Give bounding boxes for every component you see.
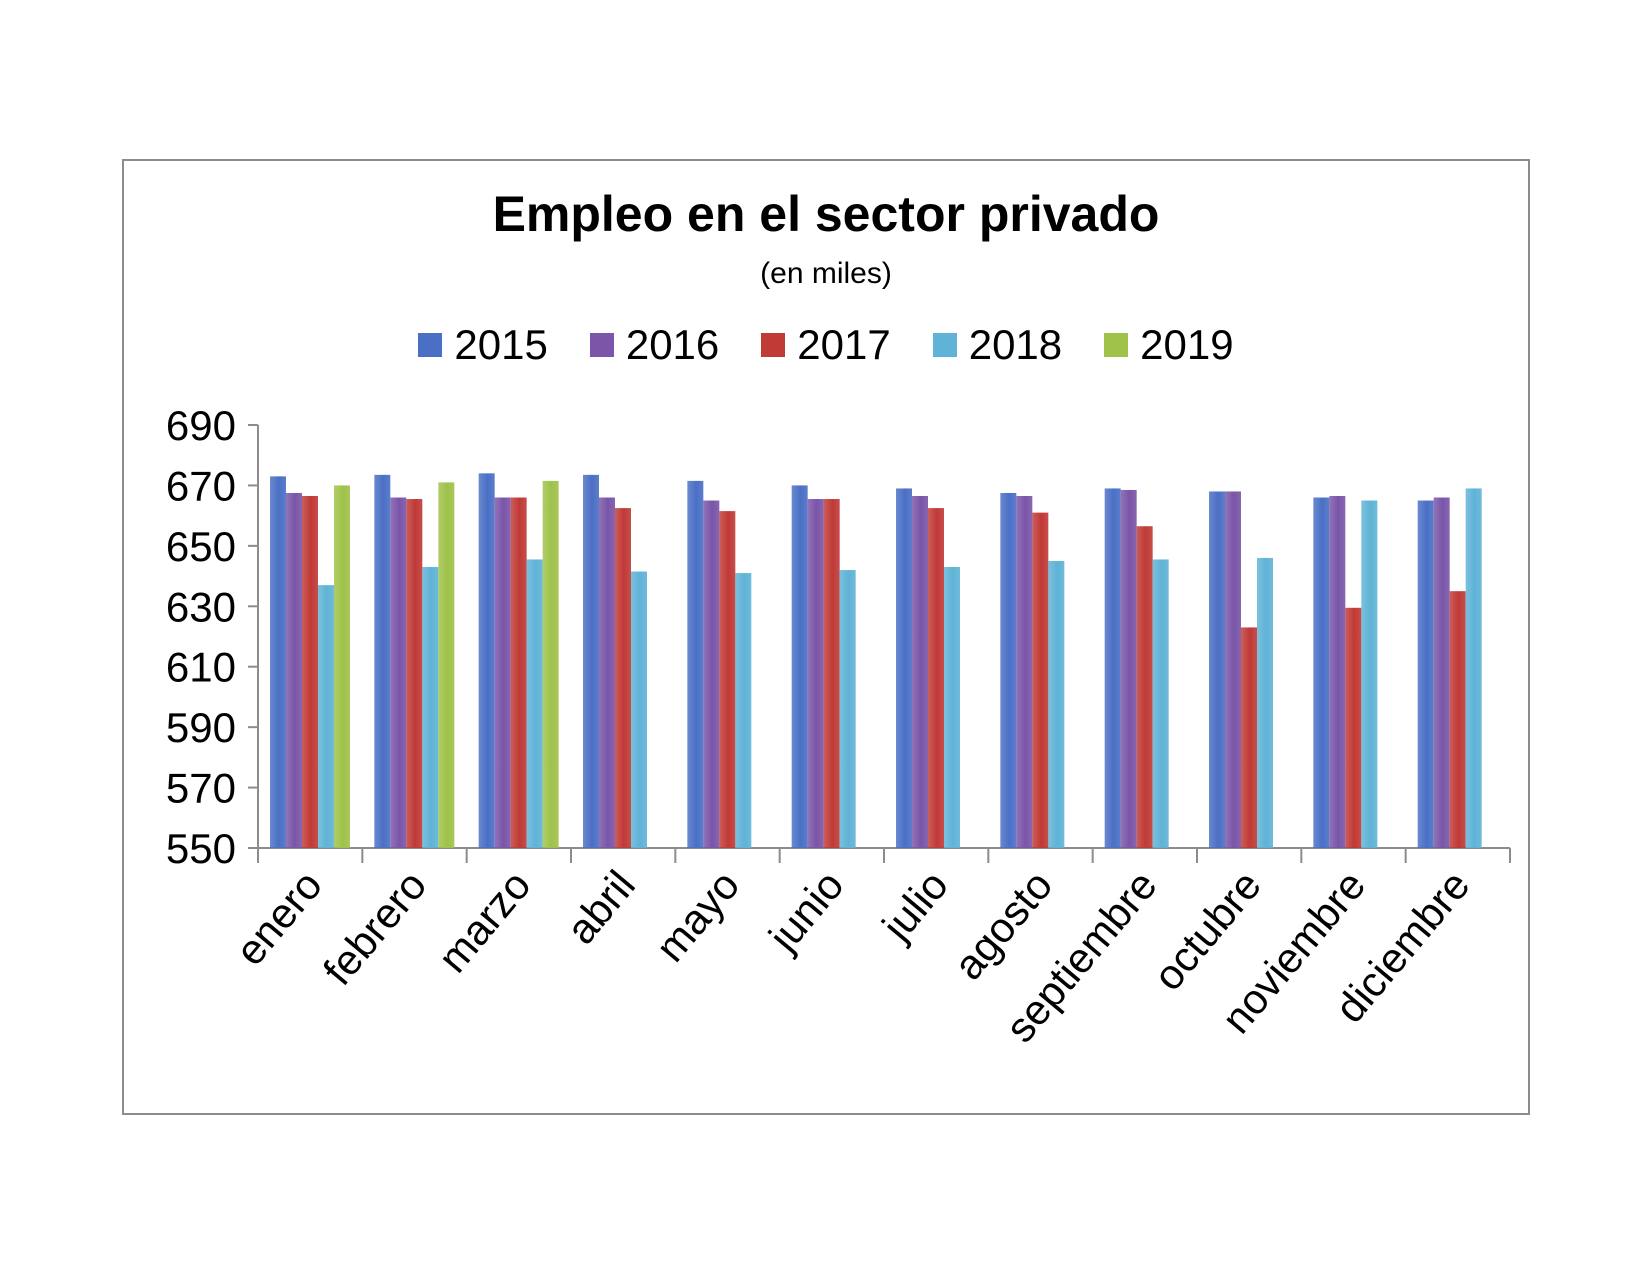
- bar-2018-septiembre: [1152, 559, 1169, 848]
- bar-2018-agosto: [1048, 560, 1065, 848]
- bar-2017-marzo: [510, 497, 527, 848]
- y-tick-label: 590: [166, 704, 236, 751]
- chart-title: Empleo en el sector privado: [492, 186, 1160, 242]
- legend-swatch: [418, 333, 443, 357]
- y-tick-label: 610: [166, 644, 236, 691]
- y-tick-label: 630: [166, 583, 236, 630]
- legend-item-2018: 2018: [932, 321, 1063, 369]
- bar-2015-mayo: [687, 480, 704, 848]
- bar-2015-diciembre: [1417, 500, 1434, 848]
- bar-2016-octubre: [1225, 491, 1241, 848]
- y-tick-label: 650: [166, 523, 236, 570]
- bar-2015-febrero: [374, 474, 391, 848]
- bar-2016-enero: [286, 492, 302, 848]
- bar-2016-junio: [807, 499, 824, 848]
- x-tick-label: marzo: [429, 862, 540, 982]
- legend-label: 2019: [1140, 321, 1234, 368]
- y-tick-label: 570: [166, 765, 236, 812]
- bar-2016-abril: [599, 497, 615, 848]
- bar-2017-septiembre: [1136, 526, 1153, 848]
- x-tick-label: julio: [872, 862, 957, 951]
- legend-swatch: [932, 333, 957, 357]
- bar-2015-agosto: [1000, 492, 1017, 848]
- bar-2017-julio: [928, 508, 944, 848]
- bar-2015-abril: [583, 474, 599, 848]
- bar-2016-julio: [912, 496, 928, 848]
- bar-2015-julio: [896, 488, 912, 848]
- bar-2017-noviembre: [1345, 607, 1362, 848]
- legend-item-2019: 2019: [1104, 321, 1234, 369]
- bar-2018-octubre: [1257, 557, 1273, 848]
- bar-2017-agosto: [1032, 512, 1049, 848]
- x-tick-label: enero: [226, 862, 331, 975]
- legend-swatch: [1104, 333, 1129, 357]
- bar-2018-julio: [944, 567, 960, 848]
- bar-2019-febrero: [438, 482, 455, 848]
- bar-2016-diciembre: [1433, 497, 1450, 848]
- bar-2018-diciembre: [1465, 488, 1482, 848]
- bar-2015-septiembre: [1104, 488, 1121, 848]
- bar-2018-abril: [631, 571, 647, 848]
- bar-2018-noviembre: [1361, 500, 1378, 848]
- legend-swatch: [761, 333, 786, 357]
- bar-2015-noviembre: [1313, 497, 1330, 848]
- bar-2016-septiembre: [1120, 489, 1137, 848]
- legend-label: 2016: [625, 321, 720, 368]
- y-tick-label: 550: [166, 825, 236, 872]
- bar-2017-junio: [823, 499, 840, 848]
- bar-2018-marzo: [526, 559, 543, 848]
- bar-2017-diciembre: [1449, 591, 1466, 848]
- chart-subtitle: (en miles): [760, 257, 892, 290]
- x-tick-label: junio: [758, 862, 852, 962]
- x-tick-label: abril: [557, 862, 644, 953]
- bar-2017-octubre: [1241, 627, 1257, 848]
- x-tick-label: febrero: [314, 862, 436, 994]
- bar-2018-febrero: [422, 567, 439, 848]
- bar-2018-enero: [318, 585, 334, 848]
- bar-2016-noviembre: [1329, 496, 1346, 848]
- legend-label: 2018: [968, 321, 1063, 368]
- bar-2019-marzo: [542, 480, 559, 848]
- bar-2016-mayo: [703, 500, 720, 848]
- legend-item-2017: 2017: [761, 321, 891, 369]
- y-tick-label: 690: [166, 402, 236, 449]
- legend: 2015 2016 2017 2018 2019: [124, 321, 1528, 369]
- bar-2019-enero: [334, 485, 350, 848]
- bar-2015-octubre: [1209, 491, 1225, 848]
- bar-2018-junio: [839, 570, 856, 848]
- bar-2015-enero: [270, 476, 286, 848]
- bar-2018-mayo: [735, 573, 752, 848]
- bar-2016-marzo: [494, 497, 511, 848]
- bar-2016-febrero: [390, 497, 407, 848]
- legend-item-2015: 2015: [418, 321, 548, 369]
- x-tick-label: mayo: [646, 862, 748, 971]
- bar-2016-agosto: [1016, 496, 1033, 848]
- legend-label: 2015: [454, 321, 548, 368]
- bar-2017-abril: [615, 508, 631, 848]
- bar-2015-marzo: [478, 473, 495, 848]
- legend-label: 2017: [797, 321, 891, 368]
- y-tick-label: 670: [166, 462, 236, 509]
- bar-2017-febrero: [406, 499, 423, 848]
- bar-2017-enero: [302, 496, 318, 848]
- bar-2017-mayo: [719, 511, 736, 848]
- legend-item-2016: 2016: [589, 321, 720, 369]
- legend-swatch: [589, 333, 614, 357]
- bar-2015-junio: [791, 485, 808, 848]
